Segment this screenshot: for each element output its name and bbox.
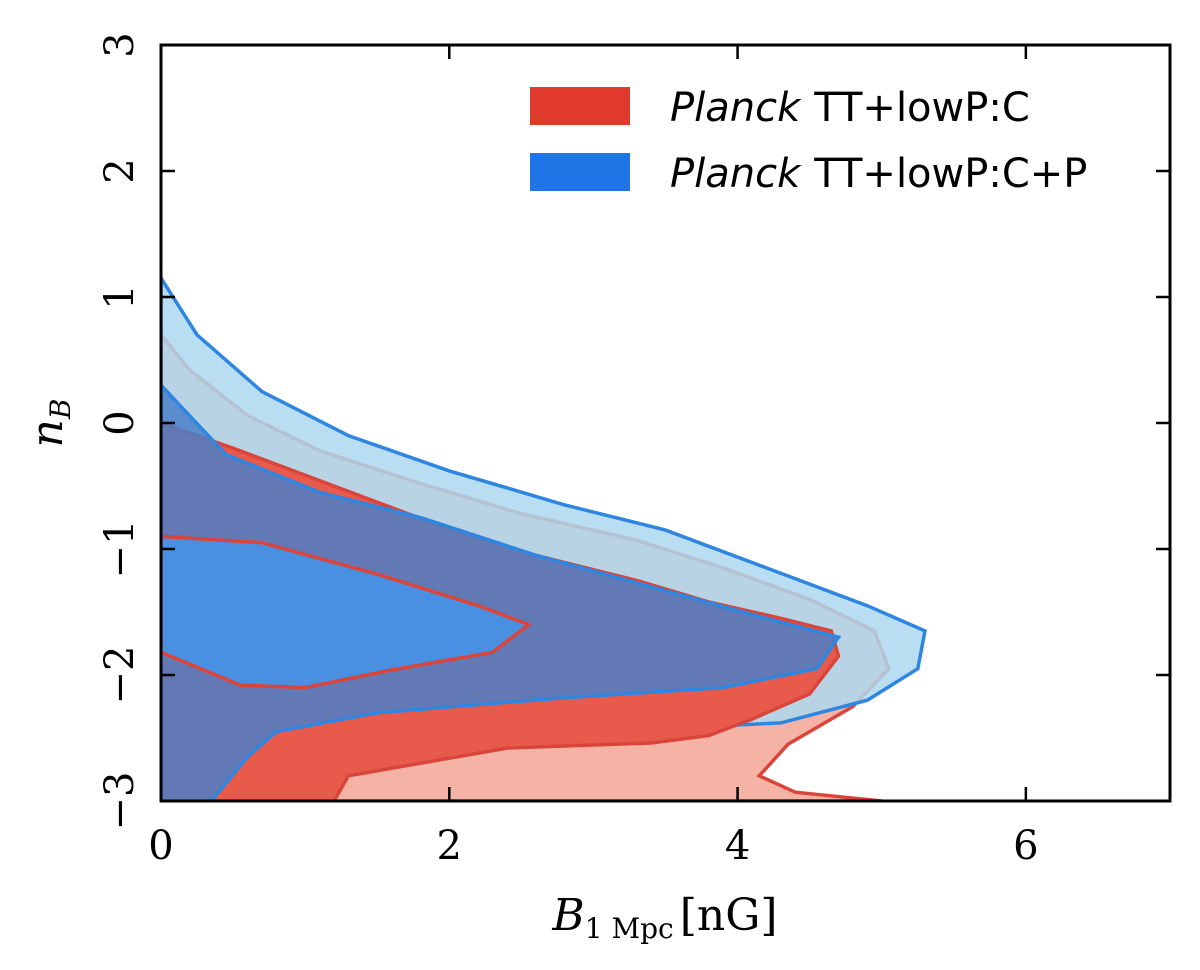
legend-swatch [530,87,630,125]
legend-label: Planck TT+lowP:C [670,85,1030,131]
x-axis-label-main: B [551,890,584,941]
x-tick-label: 6 [1013,823,1038,869]
y-tick-label: −1 [97,520,143,579]
plot-frame [159,43,1172,803]
y-tick-label: 2 [97,158,143,183]
plot-area [161,274,927,801]
contour-cp-68pct [161,382,842,801]
x-axis-label-sub: 1 Mpc [585,912,674,945]
legend-swatch [530,153,630,191]
y-tick-label: 0 [97,410,143,435]
y-axis-label-main: n [22,419,73,447]
x-tick-label: 4 [725,823,750,869]
tick-labels: 0 2 4 6 −3 −2 −1 0 1 2 3 [97,32,1039,869]
y-tick-label: 1 [97,284,143,309]
y-tick-label: 3 [97,32,143,57]
y-tick-label: −3 [97,772,143,831]
x-tick-label: 0 [148,823,173,869]
x-tick-label: 2 [437,823,462,869]
x-axis-label-unit: [nG] [680,890,778,941]
legend: Planck TT+lowP:C Planck TT+lowP:C+P [530,85,1087,197]
contour-inner-region [161,534,533,690]
y-axis-label-sub: B [44,399,77,421]
y-tick-label: −2 [97,646,143,705]
legend-label: Planck TT+lowP:C+P [670,151,1087,197]
y-axis-label: nB [22,399,77,448]
x-axis-label: B1 Mpc [nG] [551,890,777,945]
